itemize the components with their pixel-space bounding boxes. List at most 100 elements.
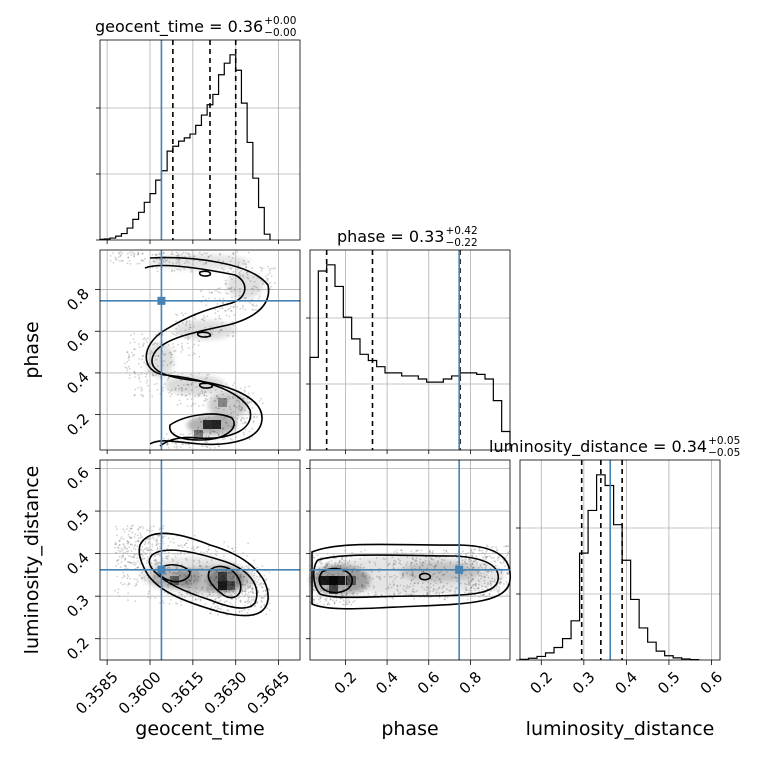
sample-point bbox=[228, 307, 231, 310]
sample-point bbox=[118, 251, 120, 254]
sample-point bbox=[340, 558, 343, 560]
sample-point bbox=[259, 576, 261, 579]
sample-point bbox=[225, 314, 228, 316]
contour-inner bbox=[196, 331, 212, 338]
sample-point bbox=[193, 434, 196, 437]
sample-point bbox=[251, 570, 254, 573]
sample-point bbox=[151, 530, 153, 532]
density-cell bbox=[194, 430, 203, 439]
sample-point bbox=[181, 312, 183, 314]
sample-point bbox=[122, 555, 125, 558]
sample-point bbox=[140, 259, 143, 262]
sample-point bbox=[131, 251, 134, 254]
sample-point bbox=[263, 604, 265, 606]
sample-point bbox=[147, 596, 149, 598]
sample-point bbox=[206, 441, 209, 444]
sample-point bbox=[127, 353, 130, 356]
sample-point bbox=[266, 277, 268, 280]
sample-point bbox=[236, 251, 239, 254]
sample-point bbox=[217, 445, 220, 448]
sample-point bbox=[132, 547, 135, 550]
sample-point bbox=[181, 394, 184, 396]
sample-point bbox=[454, 553, 457, 556]
sample-point bbox=[216, 550, 219, 553]
sample-point bbox=[245, 266, 248, 269]
sample-point bbox=[319, 600, 321, 603]
sample-point bbox=[165, 556, 168, 558]
sample-point bbox=[138, 574, 141, 577]
sample-point bbox=[322, 603, 325, 606]
sample-point bbox=[208, 593, 211, 596]
sample-point bbox=[120, 254, 122, 256]
sample-point bbox=[206, 398, 209, 401]
sample-point bbox=[486, 544, 488, 547]
sample-point bbox=[260, 600, 263, 602]
panel-frame bbox=[99, 459, 301, 661]
sample-point bbox=[151, 395, 154, 398]
sample-point bbox=[128, 359, 130, 361]
sample-point bbox=[186, 342, 189, 345]
sample-point bbox=[130, 537, 132, 539]
sample-point bbox=[121, 557, 123, 560]
sample-point bbox=[227, 609, 230, 612]
sample-point bbox=[261, 600, 263, 603]
sample-point bbox=[145, 548, 148, 551]
sample-point bbox=[199, 599, 202, 602]
sample-point bbox=[185, 542, 188, 545]
density-blob bbox=[165, 375, 225, 395]
sample-point bbox=[482, 593, 484, 596]
sample-point bbox=[116, 575, 119, 578]
sample-point bbox=[180, 351, 183, 353]
sample-point bbox=[129, 263, 132, 265]
sample-point bbox=[325, 600, 327, 602]
sample-point bbox=[172, 346, 175, 348]
sample-point bbox=[474, 589, 477, 592]
sample-point bbox=[497, 592, 500, 595]
sample-point bbox=[168, 602, 171, 605]
title-lower-error: −0.05 bbox=[708, 447, 740, 459]
sample-point bbox=[328, 560, 331, 563]
sample-point bbox=[182, 314, 185, 317]
sample-point bbox=[206, 252, 208, 255]
sample-point bbox=[266, 607, 269, 610]
density-cell bbox=[170, 576, 179, 585]
sample-point bbox=[137, 537, 140, 540]
sample-point bbox=[134, 548, 137, 551]
sample-point bbox=[229, 593, 232, 596]
sample-point bbox=[186, 593, 189, 595]
x-tick-label: 0.3585 bbox=[72, 668, 122, 718]
sample-point bbox=[380, 594, 382, 597]
sample-point bbox=[240, 609, 243, 612]
sample-point bbox=[252, 588, 254, 590]
sample-point bbox=[185, 443, 187, 446]
sample-point bbox=[247, 591, 250, 594]
sample-point bbox=[170, 393, 173, 395]
sample-point bbox=[119, 260, 121, 262]
sample-point bbox=[203, 394, 206, 397]
sample-point bbox=[182, 433, 184, 436]
sample-point bbox=[227, 271, 230, 273]
sample-point bbox=[124, 545, 127, 548]
sample-point bbox=[180, 604, 182, 606]
sample-point bbox=[163, 591, 166, 594]
sample-point bbox=[162, 525, 165, 527]
sample-point bbox=[202, 404, 205, 407]
sample-point bbox=[137, 566, 140, 568]
sample-point bbox=[158, 252, 161, 255]
sample-point bbox=[129, 577, 131, 580]
sample-point bbox=[119, 581, 122, 584]
sample-point bbox=[133, 255, 135, 258]
sample-point bbox=[224, 600, 226, 603]
sample-point bbox=[147, 537, 150, 540]
sample-point bbox=[498, 586, 501, 589]
sample-point bbox=[133, 561, 136, 564]
sample-point bbox=[239, 601, 242, 603]
sample-point bbox=[123, 546, 126, 549]
sample-point bbox=[223, 437, 226, 440]
sample-point bbox=[468, 591, 470, 594]
sample-point bbox=[163, 535, 166, 538]
sample-point bbox=[268, 571, 271, 574]
sample-point bbox=[119, 544, 121, 546]
sample-point bbox=[466, 598, 469, 601]
sample-point bbox=[180, 544, 183, 547]
